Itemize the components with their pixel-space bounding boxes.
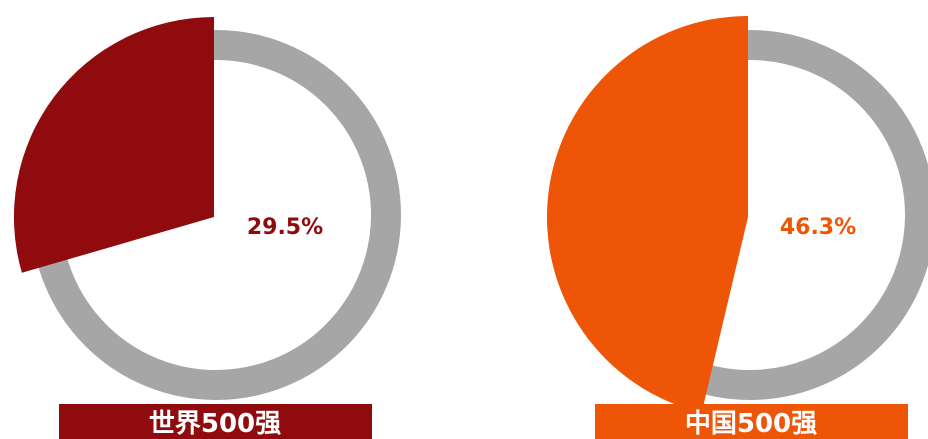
chart-china-500: 46.3% 中国500强 <box>546 15 928 439</box>
chart-2-label-box <box>595 404 908 439</box>
chart-world-500: 29.5% 世界500强 <box>13 16 401 439</box>
chart-1-value-label: 29.5% <box>247 215 323 240</box>
chart-2-category-label: 中国500强 <box>685 409 817 439</box>
chart-1-label-box <box>59 404 372 439</box>
chart-1-category-label: 世界500强 <box>149 409 281 439</box>
chart-1-slice <box>13 16 214 273</box>
chart-2-slice <box>546 15 748 413</box>
chart-2-value-label: 46.3% <box>780 215 856 240</box>
